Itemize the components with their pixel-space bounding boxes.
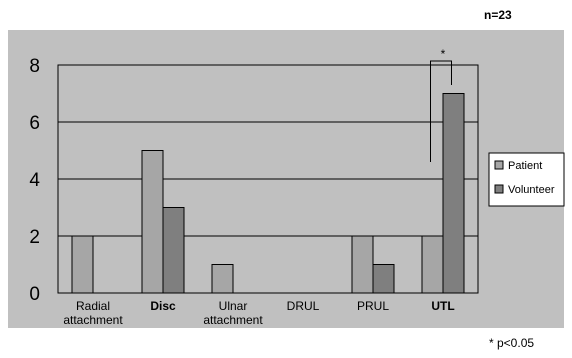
- y-tick-label: 6: [29, 113, 40, 134]
- legend-label: Volunteer: [508, 184, 555, 196]
- bar: [162, 207, 185, 294]
- legend-label: Patient: [508, 160, 542, 172]
- y-tick-label: 2: [29, 227, 40, 248]
- x-tick-labels: Radial attachment Disc Ulnar attachment DRUL P…: [63, 299, 454, 327]
- bar: [71, 235, 94, 294]
- significance-annotation: *: [430, 47, 452, 162]
- plot-frame: [57, 64, 479, 294]
- legend-swatch: [494, 184, 504, 194]
- y-tick-label: 4: [29, 170, 40, 191]
- sample-size-label: n=23: [484, 8, 512, 22]
- gridlines: [57, 64, 479, 294]
- significance-bracket: [430, 60, 452, 162]
- significance-note: * p<0.05: [489, 336, 535, 350]
- bars: [71, 93, 465, 294]
- y-tick-label: 0: [29, 284, 40, 305]
- y-tick-labels: 0 2 4 6 8: [29, 56, 40, 305]
- legend: Patient Volunteer: [488, 152, 565, 207]
- y-tick-label: 8: [29, 56, 40, 77]
- x-tick-label: Radial attachment: [63, 299, 123, 327]
- x-tick-label: UTL: [431, 299, 454, 313]
- significance-star: *: [441, 47, 446, 61]
- bar: [421, 235, 444, 294]
- x-tick-label: PRUL: [357, 299, 389, 313]
- bar: [141, 150, 164, 294]
- x-tick-label: Disc: [150, 299, 176, 313]
- x-tick-label: DRUL: [287, 299, 320, 313]
- legend-swatch: [494, 160, 504, 170]
- bar: [211, 264, 234, 294]
- bar: [442, 93, 465, 294]
- x-tick-label: Ulnar attachment: [203, 299, 263, 327]
- bar: [372, 264, 395, 294]
- bar: [351, 235, 374, 294]
